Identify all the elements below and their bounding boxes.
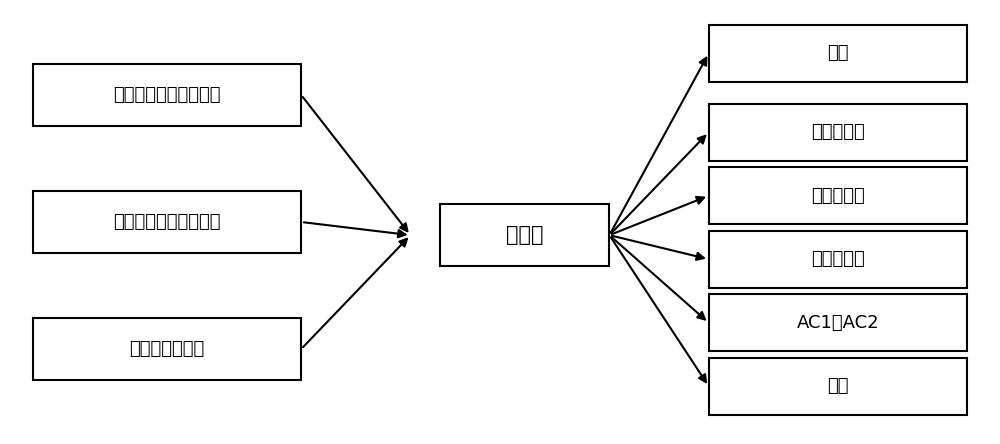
- Bar: [709, 167, 967, 224]
- Bar: [33, 64, 301, 126]
- Bar: [709, 294, 967, 351]
- Bar: [440, 205, 609, 266]
- Bar: [709, 358, 967, 415]
- Text: 风机: 风机: [827, 44, 849, 62]
- Bar: [33, 191, 301, 253]
- Text: 电动二通阀: 电动二通阀: [811, 123, 865, 141]
- Text: 室外温度传感器: 室外温度传感器: [129, 340, 204, 358]
- Bar: [709, 25, 967, 82]
- Text: 三通换向阀: 三通换向阀: [811, 250, 865, 268]
- Text: 工业建筑内温度传感器: 工业建筑内温度传感器: [113, 86, 221, 104]
- Text: 氟泵: 氟泵: [827, 377, 849, 396]
- Bar: [33, 318, 301, 380]
- Text: 商业建筑内温度传感器: 商业建筑内温度传感器: [113, 213, 221, 231]
- Text: AC1、AC2: AC1、AC2: [797, 314, 879, 332]
- Bar: [709, 231, 967, 288]
- Bar: [709, 103, 967, 161]
- Text: 控制器: 控制器: [506, 225, 544, 245]
- Text: 电动三通阀: 电动三通阀: [811, 186, 865, 205]
